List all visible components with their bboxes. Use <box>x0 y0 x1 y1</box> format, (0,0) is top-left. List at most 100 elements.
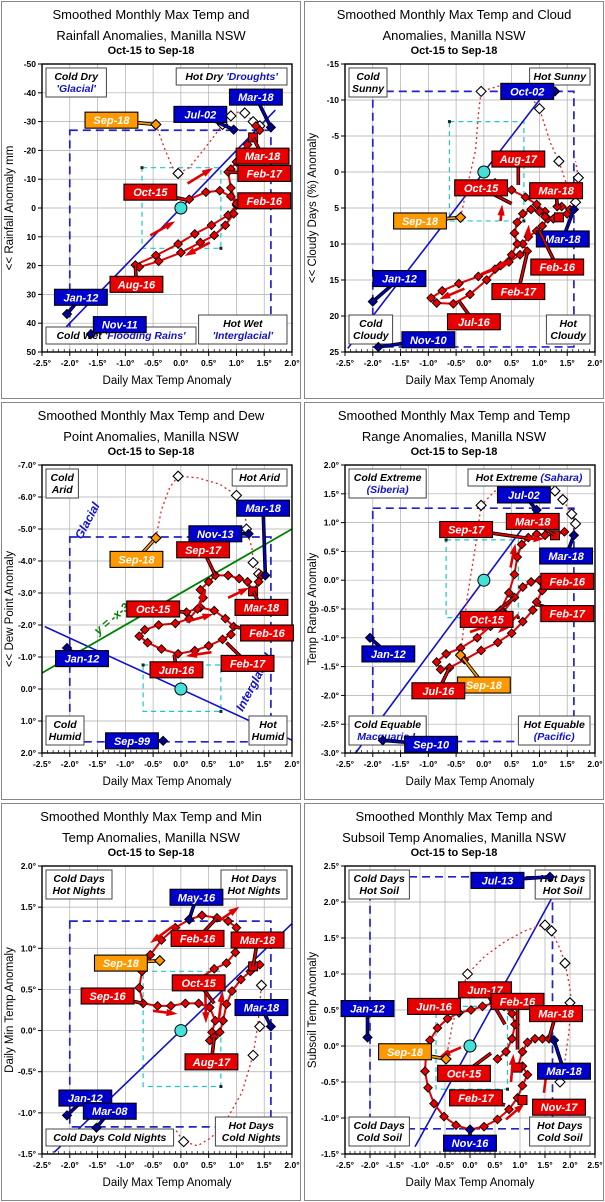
svg-text:1.0°: 1.0° <box>229 1160 245 1170</box>
svg-text:0.5°: 0.5° <box>201 759 217 769</box>
quadrant-label-tr: Hot Extreme (Sahara) <box>467 468 591 487</box>
month-diamond-marker <box>507 1008 517 1019</box>
axis-ticks: -2.5° -2.0° -1.5° -1.0° -0.5° 0.0° 0.5° 1.0° 1.5… <box>18 861 300 1170</box>
record-diamond-marker <box>364 632 376 644</box>
svg-text:0: 0 <box>334 167 339 177</box>
month-diamond-marker <box>221 958 232 969</box>
svg-text:Feb-17: Feb-17 <box>230 658 266 670</box>
month-diamond-marker <box>448 298 459 309</box>
svg-text:1.5°: 1.5° <box>324 933 340 943</box>
svg-text:-2.0°: -2.0° <box>61 358 80 368</box>
month-diamond-marker <box>441 648 452 659</box>
month-diamond-marker <box>184 194 195 205</box>
svg-text:(Pacific): (Pacific) <box>534 731 575 743</box>
svg-text:'Glacial': 'Glacial' <box>56 83 96 95</box>
month-diamond-marker <box>531 597 542 608</box>
origin-dot <box>477 573 491 587</box>
svg-text:1.5°: 1.5° <box>21 902 37 912</box>
arrow-head <box>185 650 198 659</box>
callout-mar-18: Mar-18 <box>529 182 584 207</box>
arrow-head <box>439 291 451 300</box>
month-diamond-marker <box>250 120 261 131</box>
svg-text:Mar-18: Mar-18 <box>240 935 276 947</box>
svg-text:Cold Days Cold Nights: Cold Days Cold Nights <box>53 1132 166 1144</box>
svg-text:-0.5°: -0.5° <box>447 759 466 769</box>
open-diamond-marker <box>461 968 474 980</box>
panel-subtitle: Oct-15 to Sep-18 <box>107 847 195 859</box>
quadrant-label-br: Hot Wet'Interglacial' <box>198 314 288 345</box>
svg-text:2.0°: 2.0° <box>324 897 340 907</box>
open-diamond-marker <box>572 171 585 184</box>
diagonal-line <box>347 77 557 349</box>
svg-text:-2.0°: -2.0° <box>61 1160 80 1170</box>
svg-text:-6.0°: -6.0° <box>18 492 37 502</box>
arrow-head <box>500 260 512 269</box>
month-diamond-marker <box>537 1033 548 1044</box>
svg-text:Mar-18: Mar-18 <box>538 1009 574 1021</box>
month-diamond-marker <box>522 1037 533 1048</box>
callout-mar-18: Mar-18 <box>234 590 289 616</box>
panel-subsoil: Smoothed Monthly Max Temp and Subsoil Te… <box>304 803 604 1201</box>
record-diamond-marker <box>228 124 239 135</box>
axis-ticks: -2.5° -2.0° -1.5° -1.0° -0.5° 0.0° 0.5° 1.0° 1.5… <box>321 460 603 769</box>
svg-text:Oct-02: Oct-02 <box>510 86 544 98</box>
svg-text:Mar-18: Mar-18 <box>245 503 281 515</box>
svg-text:-10: -10 <box>24 174 37 184</box>
month-diamond-marker <box>206 220 217 231</box>
y-axis-title: << Rainfall Anomaly mm <box>4 146 16 271</box>
month-diamond-marker <box>156 644 167 654</box>
month-diamond-marker <box>225 182 236 193</box>
svg-text:-1.0°: -1.0° <box>321 1113 340 1123</box>
svg-text:-3.0°: -3.0° <box>18 588 37 598</box>
callout-mar-18: Mar-18 <box>236 499 291 581</box>
svg-text:Jul-16: Jul-16 <box>422 686 455 698</box>
month-diamond-marker <box>526 576 537 587</box>
svg-text:Hot Sunny: Hot Sunny <box>534 71 588 83</box>
svg-text:-1.0°: -1.0° <box>321 633 340 643</box>
arrow-head <box>198 588 207 600</box>
svg-text:2.0°: 2.0° <box>562 1160 578 1170</box>
y-axis-title: << Cloudy Days (%) Anomaly <box>307 133 319 283</box>
origin-dot <box>174 201 188 215</box>
svg-text:Mar-18: Mar-18 <box>545 234 581 246</box>
record-diamond-marker <box>91 1122 102 1133</box>
svg-text:-5.0°: -5.0° <box>18 524 37 534</box>
svg-text:Feb-17: Feb-17 <box>458 1093 494 1105</box>
panel-title-line2: Point Anomalies, Manilla NSW <box>63 429 239 444</box>
svg-text:2.0°: 2.0° <box>21 748 37 758</box>
svg-text:'Interglacial': 'Interglacial' <box>213 330 274 342</box>
month-diamond-marker <box>139 624 150 635</box>
callout-feb-16: Feb-16 <box>530 230 585 276</box>
month-diamond-marker <box>517 208 528 219</box>
callout-jan-12: Jan-12 <box>361 632 416 663</box>
callout-feb-17: Feb-17 <box>536 602 595 623</box>
arrow-head <box>497 204 505 216</box>
callout-feb-17: Feb-17 <box>449 1089 506 1107</box>
open-diamond-marker <box>565 508 578 520</box>
svg-text:Sep-17: Sep-17 <box>185 545 222 557</box>
svg-text:-2.5°: -2.5° <box>321 719 340 729</box>
arrow-head <box>508 1053 517 1066</box>
svg-text:Jan-12: Jan-12 <box>65 654 100 666</box>
month-diamond-marker <box>214 185 225 196</box>
svg-text:15: 15 <box>330 275 340 285</box>
open-diamond-marker <box>239 107 251 119</box>
month-diamond-marker <box>437 285 448 296</box>
month-diamond-marker <box>472 632 483 643</box>
arrow-head <box>228 906 240 916</box>
callout-jan-12: Jan-12 <box>55 642 109 668</box>
svg-text:20: 20 <box>27 261 37 271</box>
month-diamond-marker <box>534 206 545 217</box>
month-diamond-marker <box>423 1082 433 1093</box>
callout-jul-02: Jul-02 <box>173 105 239 135</box>
month-diamond-marker <box>431 298 442 308</box>
x-axis-title: Daily Max Temp Anomaly <box>103 776 232 788</box>
month-diamond-marker <box>203 640 214 651</box>
y-axis-title: Temp Range Anomaly <box>307 553 319 666</box>
month-diamond-marker <box>526 204 537 215</box>
month-diamond-marker <box>477 1001 488 1012</box>
svg-text:Oct-15: Oct-15 <box>470 614 505 626</box>
